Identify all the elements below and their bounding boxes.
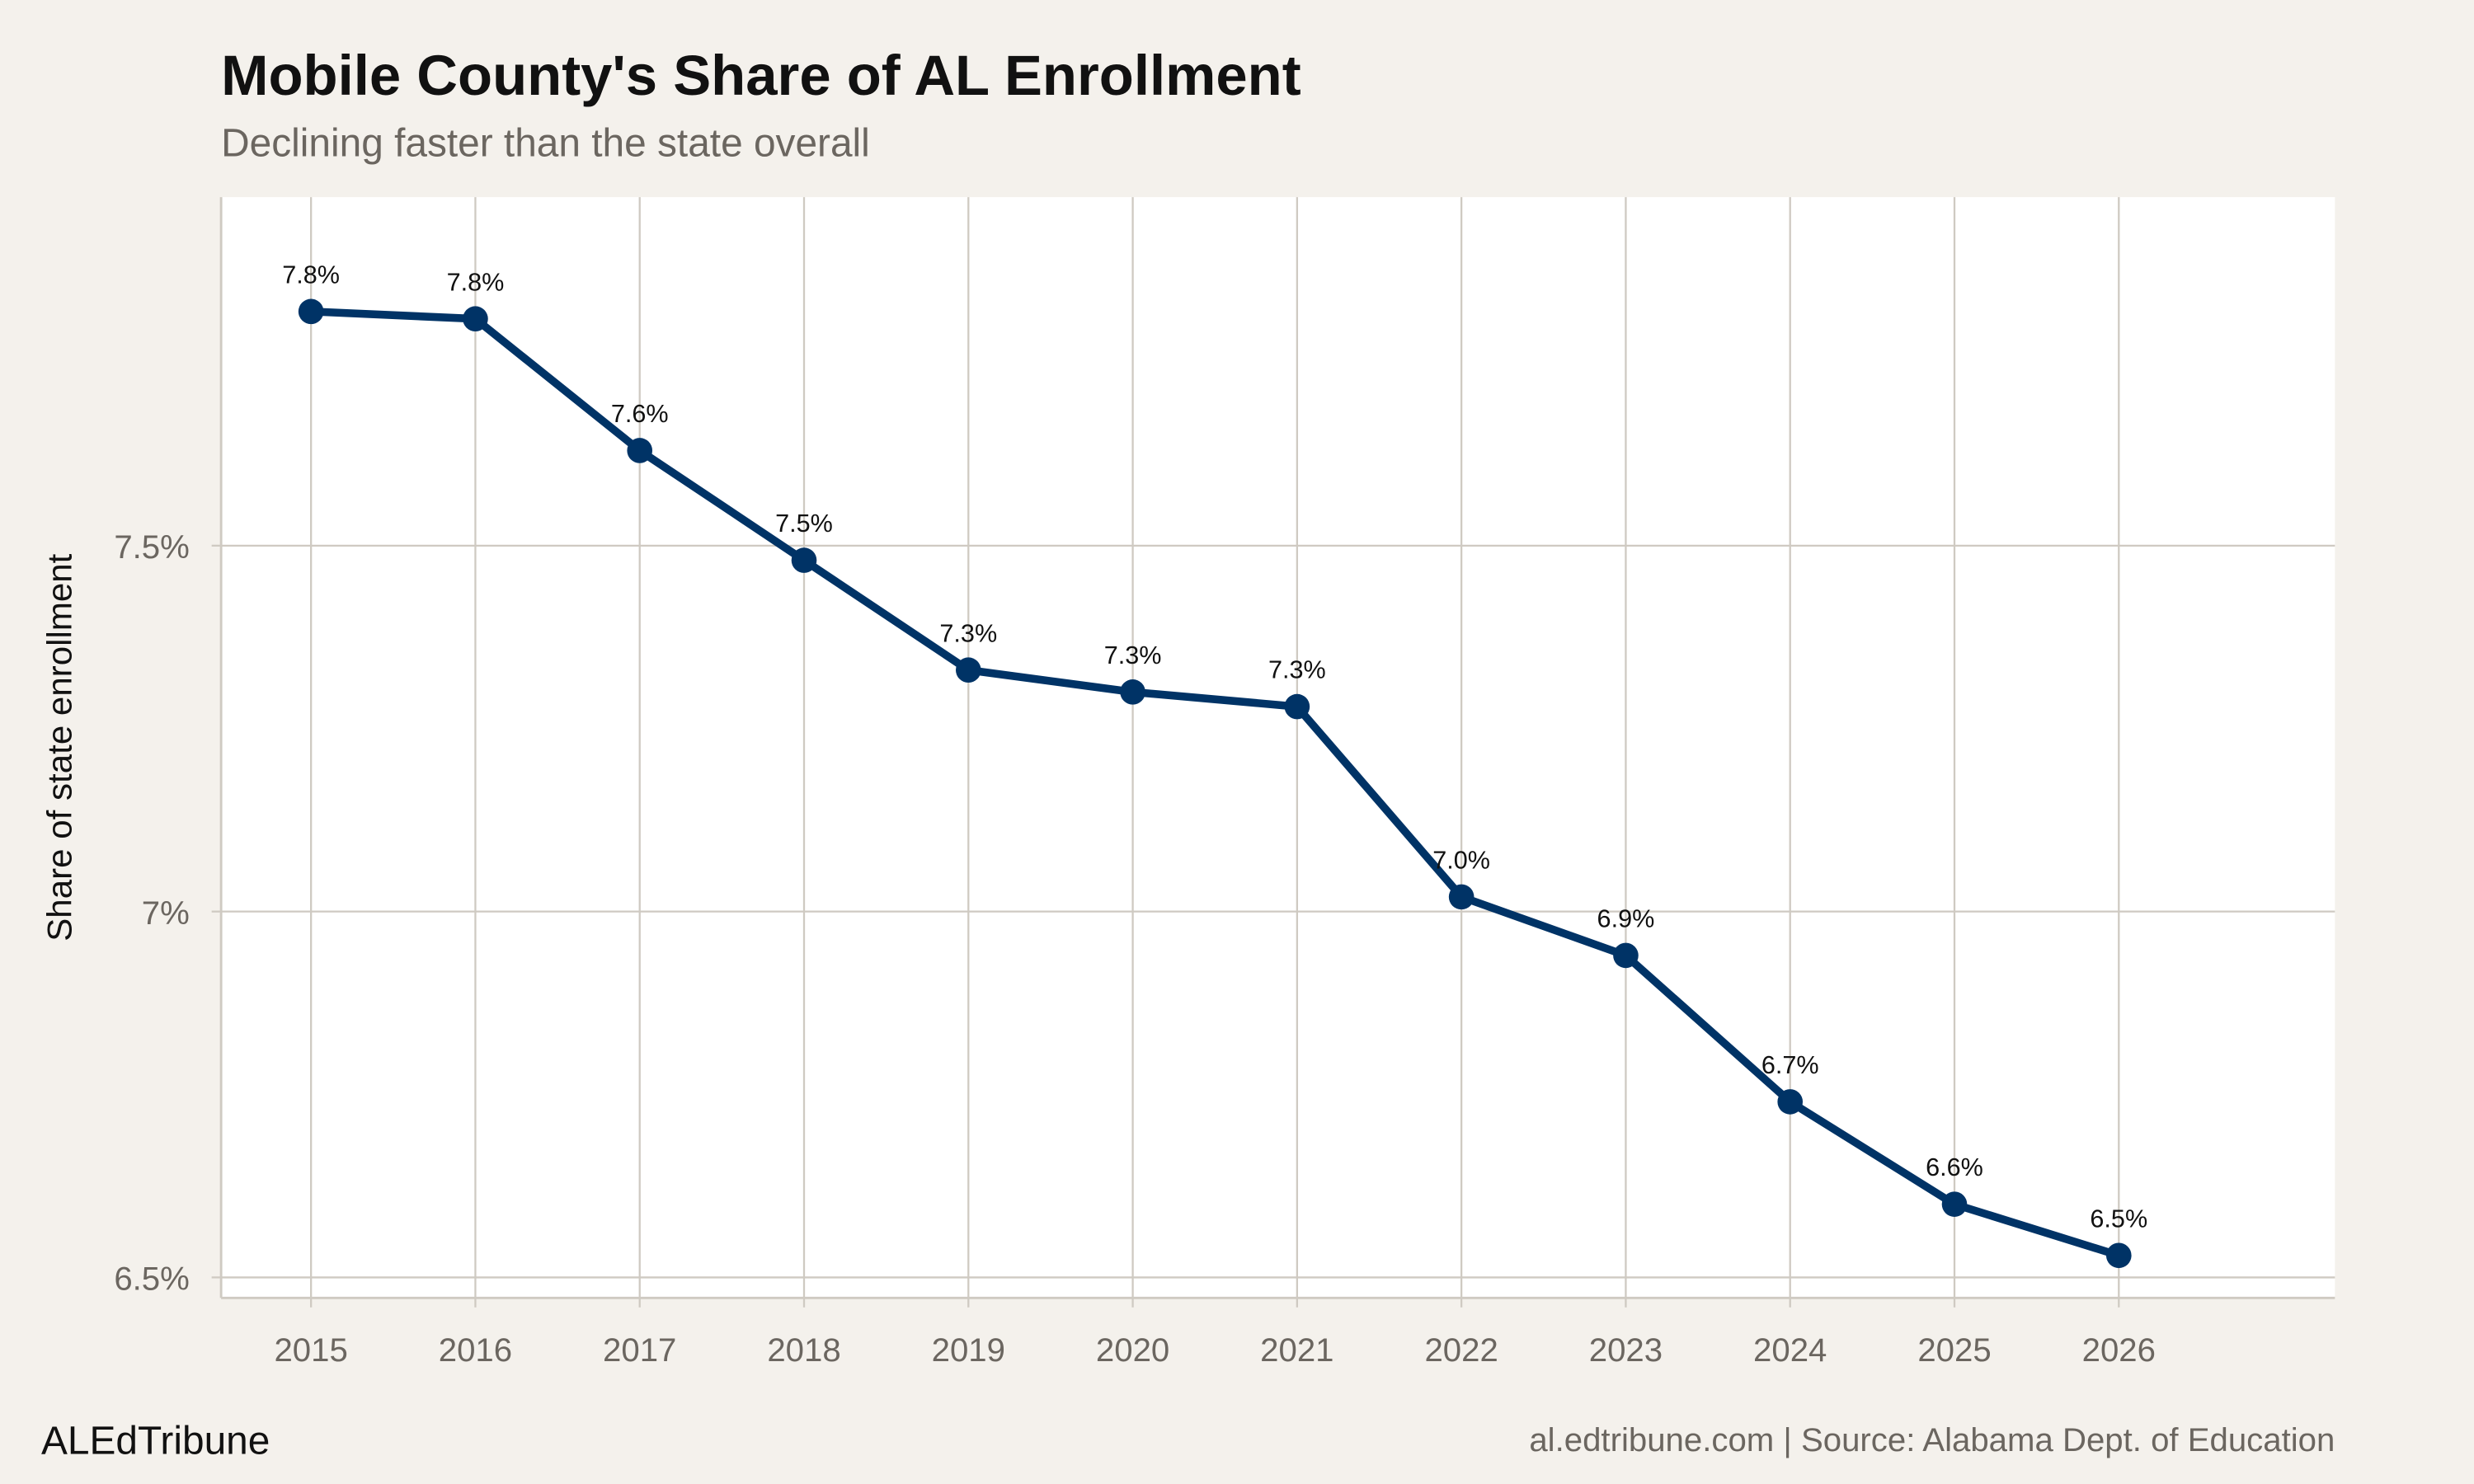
data-points — [298, 298, 2132, 1269]
data-point — [627, 438, 653, 463]
chart-subtitle: Declining faster than the state overall — [221, 121, 870, 165]
data-label: 7.0% — [1432, 846, 1490, 874]
data-point — [791, 547, 817, 573]
data-label: 7.3% — [1104, 641, 1162, 669]
data-point — [1613, 942, 1639, 969]
data-label: 6.7% — [1761, 1051, 1819, 1079]
x-tick-label: 2018 — [767, 1331, 840, 1369]
data-point — [1941, 1191, 1968, 1217]
data-label: 7.6% — [611, 400, 669, 428]
x-tick-label: 2026 — [2082, 1331, 2156, 1369]
data-label: 6.9% — [1597, 904, 1655, 932]
x-tick-label: 2016 — [439, 1331, 512, 1369]
y-tick-label: 7% — [142, 895, 190, 932]
data-point — [2105, 1242, 2132, 1269]
x-tick-label: 2025 — [1917, 1331, 1991, 1369]
series-line — [310, 308, 2120, 1260]
data-label: 6.6% — [1926, 1153, 1983, 1181]
data-label: 7.8% — [447, 268, 505, 296]
data-point — [1120, 679, 1145, 705]
data-label: 7.3% — [1268, 656, 1326, 684]
gridlines — [221, 197, 2335, 1298]
data-label: 7.5% — [775, 510, 833, 538]
x-tick-label: 2017 — [603, 1331, 676, 1369]
data-point — [463, 306, 488, 332]
data-label: 6.5% — [2090, 1205, 2147, 1233]
x-tick-label: 2019 — [932, 1331, 1005, 1369]
x-tick-label: 2020 — [1096, 1331, 1169, 1369]
x-tick-label: 2021 — [1260, 1331, 1333, 1369]
source-caption: al.edtribune.com | Source: Alabama Dept.… — [1529, 1421, 2335, 1458]
data-label: 7.3% — [939, 619, 997, 647]
brand-logo-text: ALEdTribune — [41, 1420, 270, 1463]
chart-title: Mobile County's Share of AL Enrollment — [221, 44, 1301, 107]
plot-panel — [221, 197, 2335, 1298]
data-point — [955, 657, 981, 683]
x-tick-labels: 2015 2016 2017 2018 2019 2020 2021 2022 2023 2024… — [274, 1298, 2156, 1369]
y-tick-label: 6.5% — [114, 1261, 190, 1298]
x-tick-label: 2022 — [1424, 1331, 1498, 1369]
data-point — [1448, 884, 1475, 910]
series-line-path — [310, 308, 2120, 1260]
data-label: 7.8% — [282, 261, 340, 289]
y-tick-labels: 6.5% 7% 7.5% — [114, 528, 222, 1298]
x-tick-label: 2015 — [274, 1331, 347, 1369]
y-axis-label: Share of state enrollment — [40, 553, 78, 941]
data-labels: 7.8% 7.8% 7.6% 7.5% 7.3% 7.3% 7.3% 7.0% 6.9% 6.7%… — [282, 261, 2147, 1233]
x-tick-label: 2023 — [1589, 1331, 1663, 1369]
data-point — [298, 298, 324, 325]
x-tick-label: 2024 — [1753, 1331, 1827, 1369]
data-point — [1284, 693, 1310, 720]
data-point — [1777, 1089, 1804, 1115]
y-tick-label: 7.5% — [114, 528, 190, 566]
